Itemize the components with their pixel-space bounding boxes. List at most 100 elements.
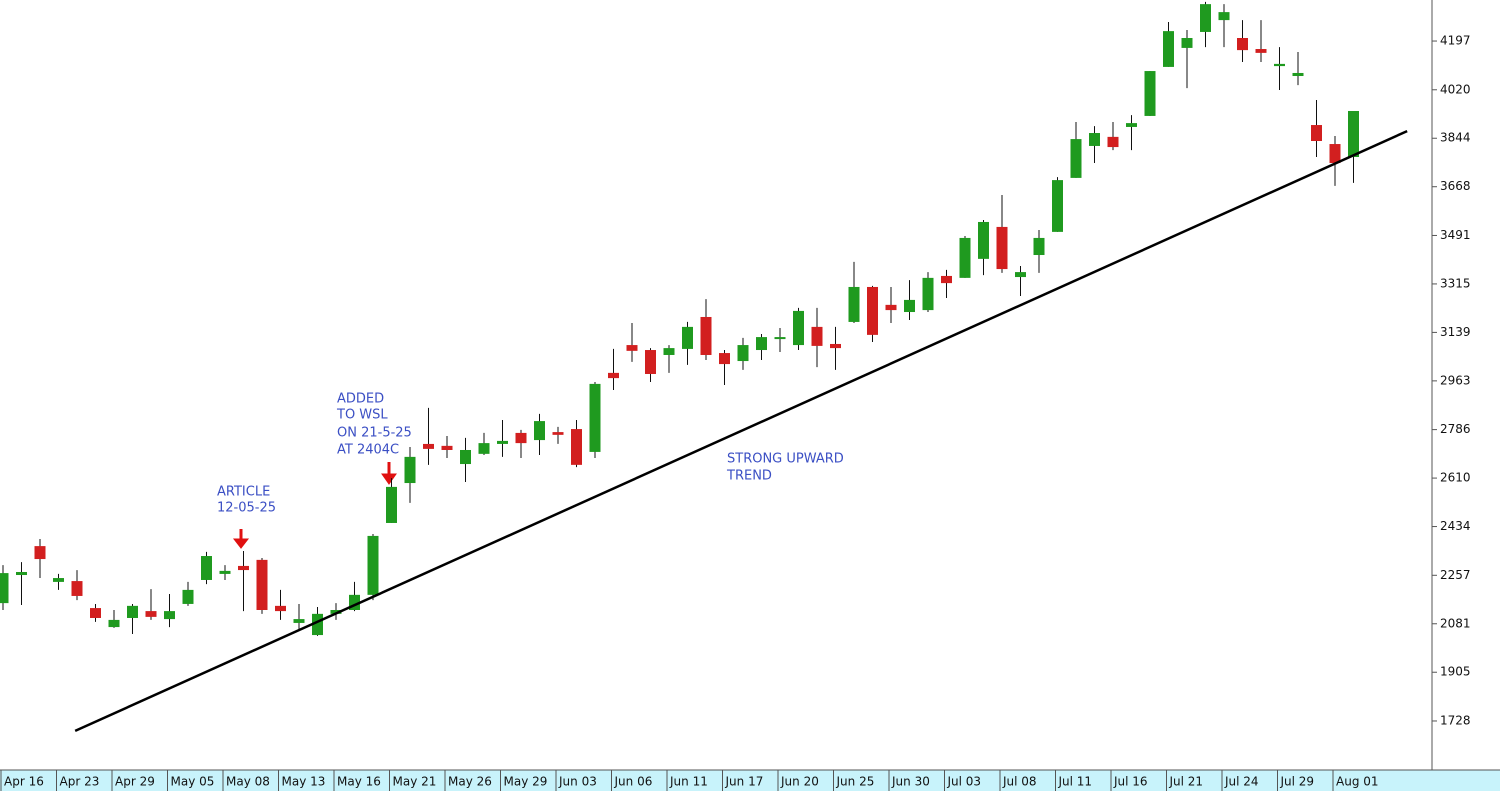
y-tick-label: 3668 (1440, 179, 1471, 193)
x-tick-label: Jul 21 (1169, 775, 1204, 789)
candle-body (552, 432, 564, 435)
candle-body (90, 608, 101, 618)
x-tick-label: Jun 20 (780, 775, 819, 789)
candle-body (145, 611, 157, 617)
candle-body (1052, 180, 1063, 232)
candle-body (330, 609, 342, 614)
candle-body (885, 304, 897, 311)
candle-body (478, 443, 490, 454)
candle-body (996, 226, 1008, 270)
candle-body (1329, 144, 1341, 164)
x-tick-label: Jun 25 (836, 775, 875, 789)
x-tick-label: Jul 16 (1113, 775, 1148, 789)
candle-body (719, 353, 730, 365)
candle-body (811, 326, 823, 346)
candle-body (737, 345, 749, 362)
x-tick-label: May 21 (393, 775, 437, 789)
candle-body (1255, 49, 1267, 53)
x-tick-label: Aug 01 (1336, 775, 1379, 789)
candle-body (1274, 63, 1285, 67)
candle-body (682, 326, 693, 349)
date-strip (0, 770, 1500, 791)
x-tick-label: Jul 08 (1002, 775, 1037, 789)
candle-body (0, 573, 9, 604)
annotation: AT 2404C (337, 443, 399, 458)
candle-body (201, 556, 212, 580)
candle-body (700, 316, 712, 355)
annotation: STRONG UPWARD (727, 452, 844, 467)
candle-body (830, 343, 841, 349)
candle-body (312, 613, 323, 636)
x-tick-label: Apr 29 (115, 775, 155, 789)
candle-body (959, 237, 971, 278)
candle-body (1237, 38, 1248, 51)
x-tick-label: Jul 24 (1224, 775, 1259, 789)
candle-body (275, 605, 286, 612)
x-tick-label: Jun 06 (614, 775, 653, 789)
x-tick-label: May 16 (337, 775, 381, 789)
annotation: ON 21-5-25 (337, 426, 412, 441)
y-tick-label: 3315 (1440, 276, 1471, 290)
candle-body (1163, 31, 1174, 67)
y-tick-label: 2610 (1440, 471, 1471, 485)
candle-body (256, 559, 268, 610)
candle-body (1015, 272, 1026, 278)
y-tick-label: 2434 (1440, 519, 1471, 533)
candle-body (71, 581, 83, 596)
candle-body (663, 348, 675, 355)
candle-body (219, 570, 231, 574)
y-tick-label: 3844 (1440, 131, 1471, 145)
candle-body (1089, 133, 1100, 146)
candle-body (108, 619, 120, 628)
y-tick-label: 3139 (1440, 325, 1471, 339)
candle-body (1181, 38, 1193, 48)
candle-body (293, 619, 305, 623)
candle-body (349, 594, 360, 610)
candle-body (1311, 125, 1322, 142)
candle-body (756, 337, 767, 351)
y-tick-label: 4020 (1440, 82, 1471, 96)
candle-body (1218, 12, 1230, 21)
candle-body (571, 429, 582, 465)
x-tick-label: May 05 (171, 775, 215, 789)
x-tick-label: Jun 17 (725, 775, 764, 789)
x-tick-label: Apr 16 (4, 775, 44, 789)
candle-body (515, 432, 527, 444)
candle-body (182, 589, 194, 604)
candle-body (867, 286, 878, 335)
trendline (74, 129, 1408, 733)
candle-body (978, 221, 989, 259)
candle-body (238, 565, 249, 571)
x-tick-label: Jun 03 (558, 775, 597, 789)
x-tick-label: May 13 (282, 775, 326, 789)
candle-body (626, 345, 638, 351)
candle-body (589, 383, 601, 452)
candle-body (608, 372, 619, 379)
candle-body (367, 535, 379, 595)
annotation: ARTICLE (217, 485, 270, 500)
x-tick-label: May 29 (504, 775, 548, 789)
candle-body (922, 277, 934, 311)
annotation: TREND (726, 469, 772, 484)
candle-body (460, 449, 471, 465)
candle-body (127, 605, 138, 618)
y-tick-label: 3491 (1440, 228, 1471, 242)
y-tick-label: 1728 (1440, 713, 1471, 727)
y-tick-label: 1905 (1440, 665, 1471, 679)
x-tick-label: Jul 29 (1280, 775, 1315, 789)
candle-body (386, 486, 397, 523)
annotation: TO WSL (336, 408, 388, 423)
y-tick-label: 4197 (1440, 34, 1471, 48)
y-tick-label: 2963 (1440, 373, 1471, 387)
candle-body (1348, 110, 1359, 157)
x-tick-label: Jul 11 (1058, 775, 1093, 789)
candle-body (423, 443, 434, 449)
x-tick-label: Jul 03 (947, 775, 982, 789)
candle-body (34, 546, 46, 560)
candle-body (164, 611, 175, 620)
y-tick-label: 2257 (1440, 568, 1471, 582)
candle-body (534, 421, 545, 441)
x-tick-label: Jun 30 (891, 775, 930, 789)
x-tick-label: May 08 (226, 775, 270, 789)
